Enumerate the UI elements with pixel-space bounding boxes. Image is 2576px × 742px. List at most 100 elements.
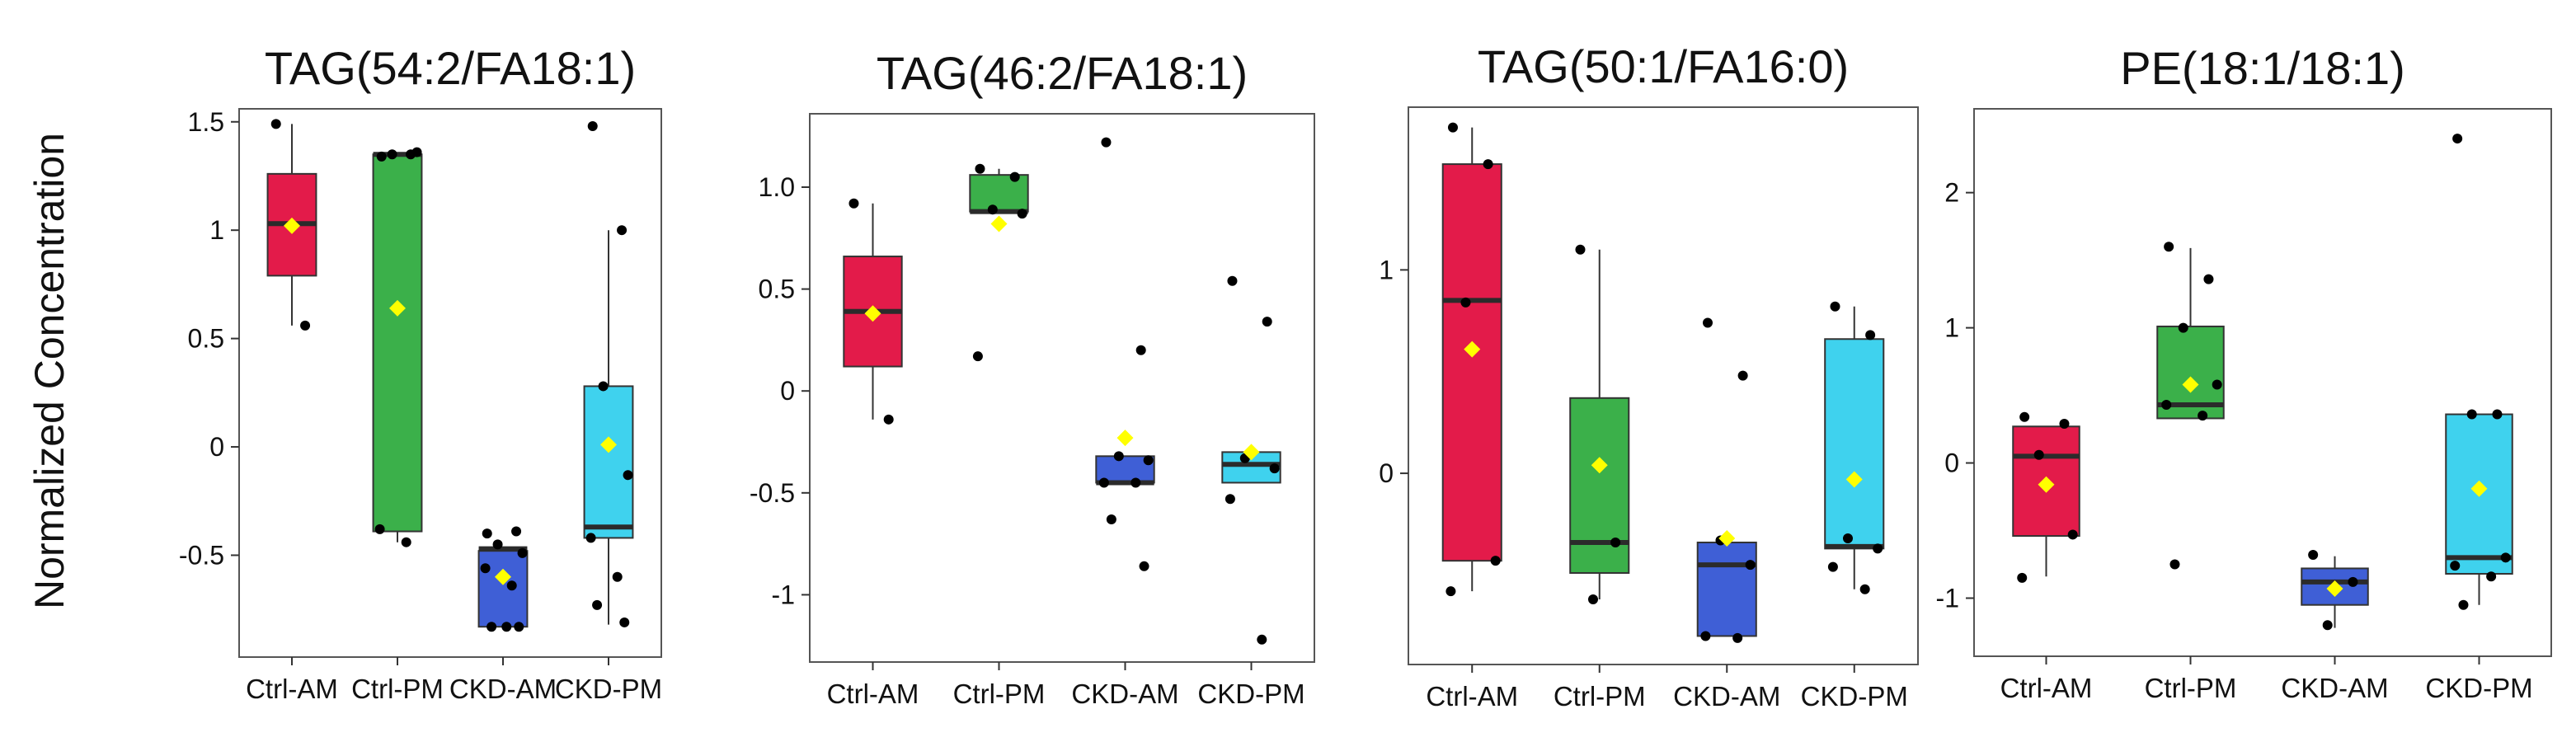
chart-title: TAG(46:2/FA18:1) [877,47,1248,99]
y-tick-label: 1 [1379,255,1394,284]
data-point [2161,400,2172,411]
mean-marker [495,568,511,585]
data-point [623,470,633,481]
x-tick-label: Ctrl-PM [1554,681,1646,711]
chart-panel-4: PE(18:1/18:1) -1 0 1 2 Ctrl-AM Ctrl-PM CKD-AM CK… [1936,42,2552,703]
y-tick-label: 2 [1944,178,1959,208]
y-tick-label: 0 [1379,458,1394,488]
x-tick-label: CKD-PM [1197,679,1304,709]
data-point [612,571,623,582]
data-point [585,533,596,543]
y-tick-label: 1.0 [759,172,795,202]
data-point [1732,632,1743,643]
chart-panel-1: TAG(54:2/FA18:1) -0.5 0 0.5 1 1.5 Ctrl-AM Ctrl-… [179,42,662,704]
data-point [2452,134,2463,144]
data-point [1139,561,1149,571]
plot-frame [238,108,662,658]
data-point [1610,537,1621,547]
chart-panel-3: TAG(50:1/FA16:0) 0 1 Ctrl-AM Ctrl-PM CKD-AM CK… [1379,40,1919,711]
x-tick-label: Ctrl-AM [827,679,919,709]
mean-marker [1591,457,1608,474]
data-point [2466,409,2477,420]
data-point [987,204,998,215]
data-point [1587,594,1598,605]
plot-frame [1408,106,1919,665]
y-tick-label: 1.5 [188,107,224,137]
data-point [975,163,985,174]
box-ckd-pm [583,385,634,539]
data-point [2322,620,2333,631]
x-tick-label: Ctrl-PM [351,674,444,704]
x-tick-label: Ctrl-AM [246,674,338,704]
x-tick-label: CKD-AM [449,674,557,704]
data-point [1009,171,1020,182]
data-point [1269,463,1280,474]
x-tick-label: Ctrl-PM [2145,673,2237,703]
mean-marker [864,305,881,322]
mean-marker [1464,340,1481,358]
chart-title: TAG(54:2/FA18:1) [265,42,636,94]
box-ctrl-am [1441,163,1502,562]
data-point [2164,242,2174,252]
data-point [1575,244,1586,255]
data-point [1737,370,1748,381]
y-tick-label: -0.5 [750,478,795,508]
x-tick-label: CKD-AM [1673,681,1780,711]
data-point [2169,559,2180,570]
data-point [2458,599,2469,610]
chart-title: PE(18:1/18:1) [2120,42,2405,94]
data-point [1700,631,1711,641]
data-point [2308,550,2319,561]
data-point [1859,584,1870,594]
plot-frame [809,113,1315,663]
data-point [587,121,598,132]
x-tick-label: Ctrl-PM [953,679,1046,709]
data-point [1262,317,1272,327]
data-point [1131,477,1141,488]
y-tick-label: -0.5 [179,540,224,570]
data-point [492,539,503,550]
data-point [1702,317,1713,328]
x-tick-label: CKD-PM [2425,673,2532,703]
data-point [487,622,497,632]
data-point [482,528,492,539]
mean-marker [990,215,1008,232]
x-tick-label: Ctrl-AM [2000,673,2093,703]
data-point [1827,561,1838,572]
data-point [1106,514,1116,524]
data-point [1745,560,1756,571]
box-ckd-pm [1824,338,1885,550]
data-point [1257,634,1267,645]
x-tick-label: CKD-AM [1071,679,1178,709]
chart-title: TAG(50:1/FA16:0) [1478,40,1849,92]
mean-marker [389,299,406,317]
mean-marker [1116,430,1134,447]
mean-marker [284,217,300,234]
data-point [2178,322,2188,333]
box-ctrl-pm [372,153,423,533]
data-point [2203,274,2214,284]
data-point [617,225,628,236]
data-point [1113,451,1124,462]
mean-marker [2470,480,2488,497]
y-tick-label: 0 [780,376,795,406]
y-tick-label: 0 [209,432,224,462]
data-point [2033,449,2044,460]
data-point [1483,159,1493,170]
plot-frame [1973,108,2552,657]
data-point [2450,561,2461,571]
mean-marker [2326,580,2343,598]
data-point [517,547,528,558]
y-tick-label: 0.5 [188,324,224,354]
data-point [506,580,517,591]
y-tick-label: 1 [1944,313,1959,343]
mean-marker [1845,471,1863,488]
data-point [376,151,387,162]
data-point [2486,571,2497,582]
data-point [1830,301,1840,312]
y-tick-label: 1 [209,215,224,245]
data-point [411,147,422,157]
x-tick-label: CKD-AM [2281,673,2388,703]
data-point [2067,529,2078,540]
